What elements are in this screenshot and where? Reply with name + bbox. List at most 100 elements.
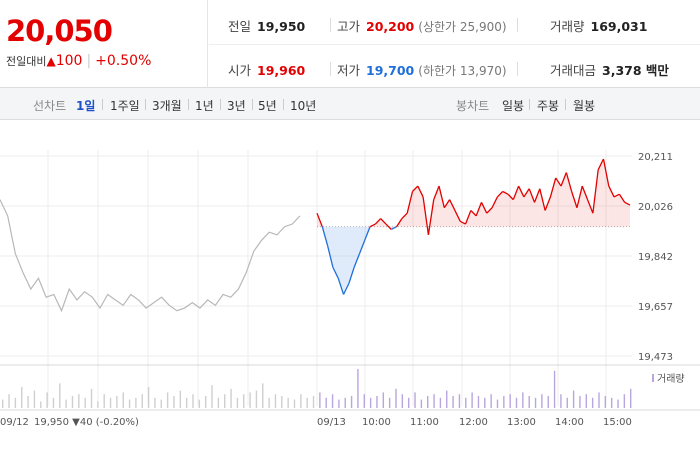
prev-day-summary: 19,950 ▼40 (-0.20%) bbox=[34, 417, 139, 428]
area-segment bbox=[619, 194, 625, 227]
price-segment bbox=[438, 185, 445, 208]
tab-divider bbox=[188, 99, 189, 110]
price-segment bbox=[592, 169, 599, 214]
tab-divider bbox=[283, 99, 284, 110]
volume-bar bbox=[97, 401, 99, 408]
volume-bar bbox=[490, 394, 492, 408]
y-tick-label: 19,842 bbox=[638, 252, 673, 263]
area-segment bbox=[327, 226, 333, 268]
volume-bar bbox=[496, 399, 499, 408]
volume-bar bbox=[427, 396, 429, 408]
area-segment bbox=[354, 226, 360, 268]
volume-bar bbox=[14, 397, 17, 408]
price-segment bbox=[576, 185, 583, 208]
volume-bar bbox=[236, 397, 239, 408]
tab-period-3y[interactable]: 3년 bbox=[227, 99, 246, 113]
volume-bar bbox=[90, 388, 93, 408]
change-percent: +0.50% bbox=[95, 53, 152, 69]
price-segment bbox=[597, 158, 605, 171]
area-segment bbox=[476, 202, 482, 227]
volume-bar bbox=[630, 388, 632, 408]
volume-bar bbox=[331, 394, 334, 408]
stat-divider bbox=[517, 62, 518, 76]
tab-divider bbox=[220, 99, 221, 110]
tab-period-1y[interactable]: 1년 bbox=[195, 99, 214, 113]
price-segment bbox=[549, 177, 557, 198]
tab-period-3m[interactable]: 3개월 bbox=[152, 99, 182, 113]
y-tick-label: 20,026 bbox=[638, 202, 673, 213]
volume-bar bbox=[401, 394, 404, 408]
price-segment bbox=[427, 199, 435, 235]
volume-bar bbox=[40, 401, 42, 408]
tab-period-1d[interactable]: 1일 bbox=[76, 99, 96, 113]
volume-bar bbox=[52, 397, 55, 408]
volume-bar bbox=[388, 397, 391, 408]
stat-divider bbox=[517, 18, 518, 32]
tab-period-1w[interactable]: 1주일 bbox=[110, 99, 140, 113]
tab-candle-weekly[interactable]: 주봉 bbox=[537, 99, 560, 113]
price-segment bbox=[326, 245, 334, 268]
price-segment bbox=[390, 226, 397, 231]
volume-bar bbox=[528, 396, 530, 408]
price-segment bbox=[412, 185, 419, 192]
x-tick-label: 10:00 bbox=[362, 417, 391, 428]
area-segment bbox=[332, 226, 339, 279]
price-segment bbox=[470, 210, 477, 217]
area-segment bbox=[507, 194, 514, 227]
price-segment bbox=[528, 188, 536, 203]
tab-candle-monthly[interactable]: 월봉 bbox=[573, 99, 596, 113]
y-tick-label: 19,473 bbox=[638, 352, 673, 363]
current-price: 20,050 bbox=[6, 14, 113, 48]
volume-bar bbox=[2, 399, 4, 408]
volume-bar bbox=[363, 394, 365, 408]
price-segment bbox=[571, 191, 578, 208]
volume-bar bbox=[109, 397, 112, 408]
tab-divider bbox=[102, 99, 103, 110]
tab-period-5y[interactable]: 5년 bbox=[258, 99, 277, 113]
volume-bar bbox=[319, 392, 321, 408]
area-segment bbox=[401, 213, 408, 227]
chart-tab-bar: 선차트 1일 1주일 3개월 1년 3년 5년 10년 봉차트 일봉 주봉 월봉 bbox=[0, 88, 700, 120]
price-segment bbox=[523, 188, 530, 198]
volume-legend-icon bbox=[652, 374, 654, 382]
price-segment bbox=[454, 210, 461, 222]
change-divider: | bbox=[86, 53, 92, 69]
stats-row-divider bbox=[209, 44, 700, 45]
area-segment bbox=[571, 191, 577, 227]
volume-bar bbox=[585, 394, 587, 408]
volume-bar bbox=[147, 387, 150, 408]
price-segment bbox=[385, 223, 392, 230]
x-tick-label: 13:00 bbox=[507, 417, 536, 428]
area-segment bbox=[614, 194, 620, 227]
price-segment bbox=[401, 212, 408, 220]
tab-divider bbox=[252, 99, 253, 110]
volume-bar bbox=[369, 397, 372, 408]
area-segment bbox=[534, 188, 540, 227]
price-segment bbox=[533, 188, 541, 203]
volume-bar bbox=[122, 392, 124, 408]
tab-candle-daily[interactable]: 일봉 bbox=[502, 99, 525, 113]
area-segment bbox=[566, 172, 572, 227]
tab-period-10y[interactable]: 10년 bbox=[290, 99, 317, 113]
volume-bar bbox=[458, 394, 461, 408]
volume-bar bbox=[217, 397, 220, 408]
intraday-price-chart[interactable]: 20,211 20,026 19,842 19,657 19,473 거래량 09/12 09… bbox=[0, 120, 700, 450]
price-segment bbox=[433, 185, 440, 200]
volume-bar bbox=[262, 383, 264, 408]
volume-bar bbox=[591, 397, 594, 408]
volume-bar bbox=[173, 396, 175, 408]
area-segment bbox=[555, 177, 562, 227]
price-segment bbox=[480, 202, 488, 214]
volume-bar bbox=[566, 397, 568, 408]
area-segment bbox=[449, 199, 455, 227]
volume-bar bbox=[617, 399, 619, 408]
volume-bar bbox=[433, 394, 435, 408]
price-segment bbox=[602, 158, 610, 187]
volume-legend-label: 거래량 bbox=[657, 373, 685, 385]
price-segment bbox=[512, 185, 520, 200]
area-segment bbox=[338, 226, 344, 295]
area-segment bbox=[433, 186, 440, 227]
volume-bar bbox=[166, 392, 169, 408]
stat-open: 시가 19,960 bbox=[228, 63, 306, 78]
volume-bar bbox=[598, 392, 600, 408]
